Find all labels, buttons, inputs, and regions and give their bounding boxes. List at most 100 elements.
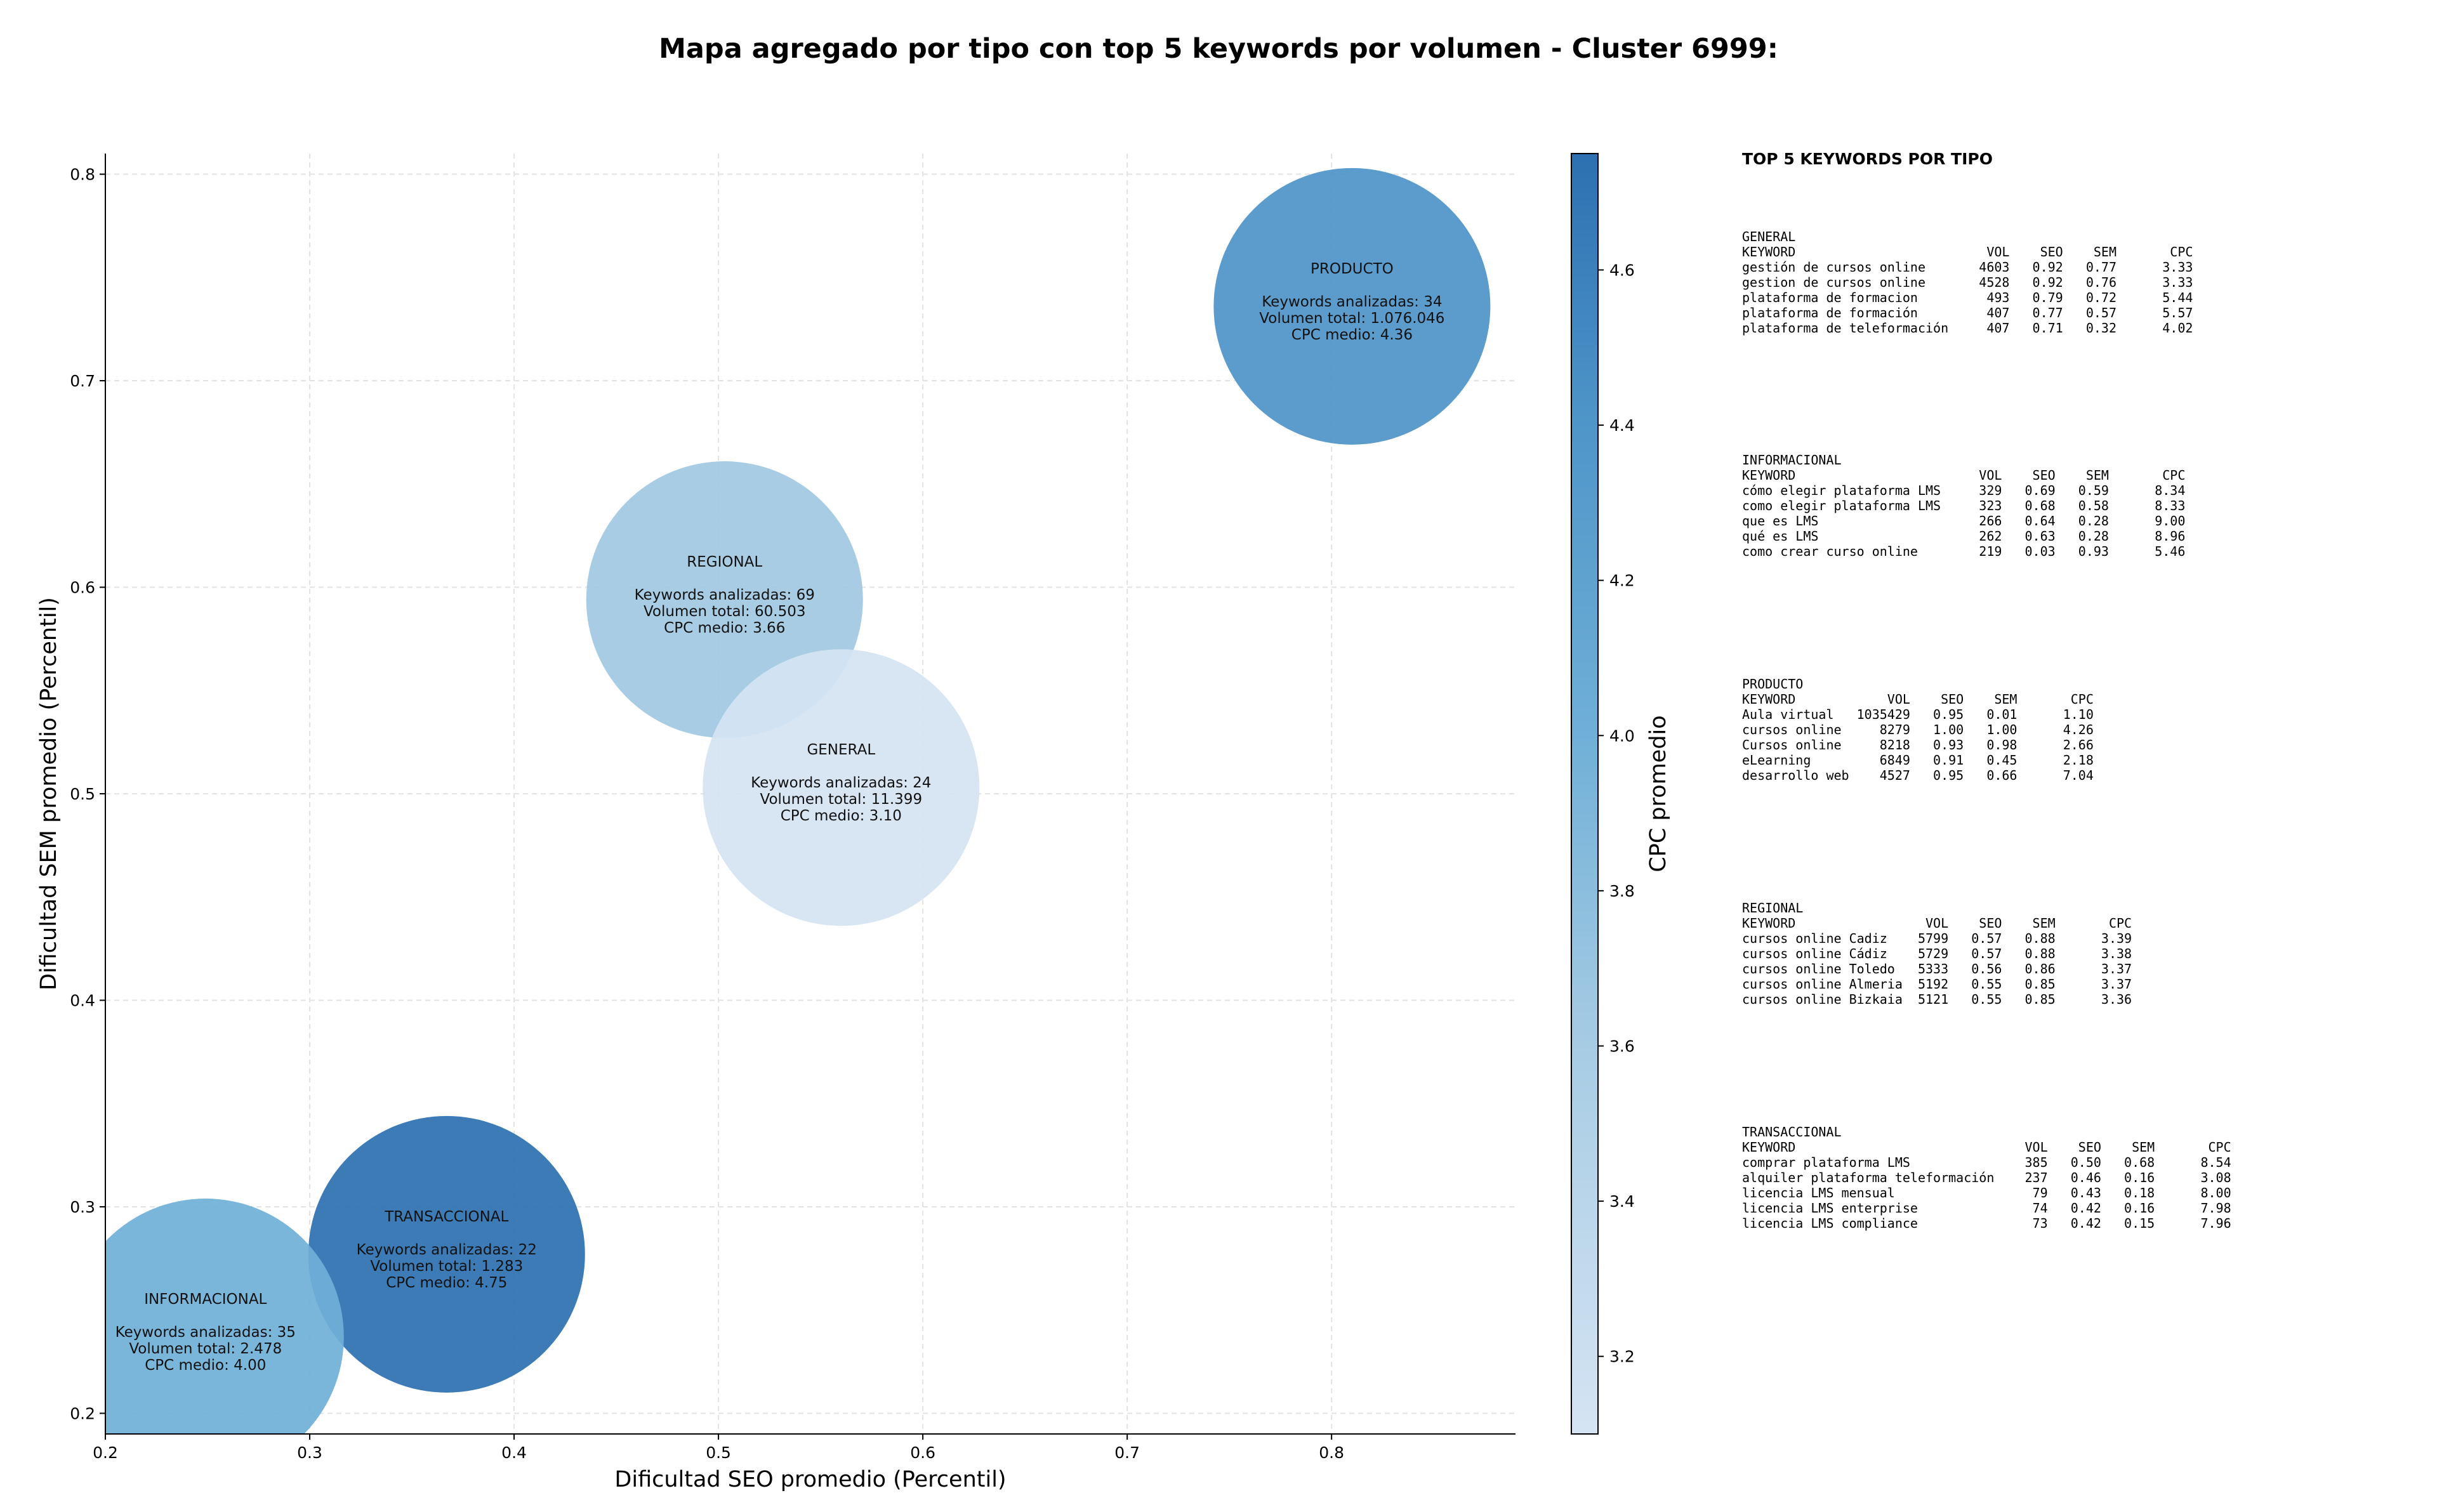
keyword-block-title: INFORMACIONAL (1742, 452, 1842, 468)
colorbar-tick-label: 4.2 (1609, 572, 1635, 590)
colorbar-tick-label: 4.6 (1609, 261, 1635, 279)
y-tick-label: 0.6 (70, 579, 95, 597)
keyword-row: Cursos online 8218 0.93 0.98 2.66 (1742, 737, 2094, 753)
x-tick-label: 0.5 (706, 1443, 731, 1462)
y-tick-label: 0.5 (70, 785, 95, 803)
bubble-stat-label: CPC medio: 4.36 (1291, 327, 1413, 343)
colorbar-tick-label: 3.4 (1609, 1192, 1635, 1211)
bubble-stat-label: Keywords analizadas: 24 (751, 775, 931, 791)
bubble-stat-label: Volumen total: 60.503 (644, 603, 806, 620)
y-tick-label: 0.7 (70, 372, 95, 390)
keyword-row: cursos online Toledo 5333 0.56 0.86 3.37 (1742, 961, 2132, 976)
keyword-block-title: GENERAL (1742, 229, 1796, 244)
y-axis-label: Dificultad SEM promedio (Percentil) (36, 597, 62, 990)
bubble-stat-label: Volumen total: 11.399 (760, 791, 923, 808)
x-tick-label: 0.6 (910, 1443, 935, 1462)
bubble-stat-label: CPC medio: 4.00 (145, 1357, 266, 1374)
y-tick-label: 0.2 (70, 1404, 95, 1423)
axes: 0.2 0.3 0.4 0.5 0.6 0.7 0.8 0.2 0.3 0.4 0.5 0.6 0.7 0… (36, 154, 1516, 1492)
keyword-block-informacional: INFORMACIONAL KEYWORD VOL SEO SEM CPC cómo… (1742, 452, 2185, 559)
colorbar-tick-label: 3.2 (1609, 1348, 1635, 1366)
bubble-stat-label: Keywords analizadas: 35 (116, 1324, 296, 1341)
bubble-stat-label: Keywords analizadas: 22 (357, 1242, 537, 1258)
y-tick-label: 0.3 (70, 1198, 95, 1216)
bubble-stat-label: CPC medio: 3.66 (664, 620, 785, 636)
y-tick-label: 0.4 (70, 991, 95, 1009)
bubble-stat-label: CPC medio: 4.75 (386, 1275, 507, 1291)
keyword-row: cursos online Cadiz 5799 0.57 0.88 3.39 (1742, 931, 2132, 946)
keyword-row: cursos online Almeria 5192 0.55 0.85 3.3… (1742, 976, 2132, 992)
keyword-table-header: KEYWORD VOL SEO SEM CPC (1742, 244, 2193, 260)
colorbar-tick-label: 3.8 (1609, 882, 1635, 900)
keyword-table-header: KEYWORD VOL SEO SEM CPC (1742, 1140, 2231, 1155)
keyword-block-transaccional: TRANSACCIONAL KEYWORD VOL SEO SEM CPC comp… (1742, 1124, 2231, 1231)
bubble-informacional: INFORMACIONAL Keywords analizadas: 35Volu… (105, 1199, 344, 1434)
bubble-type-label: TRANSACCIONAL (384, 1209, 508, 1225)
colorbar-tick-label: 4.4 (1609, 416, 1635, 435)
top5-keywords-panel: TOP 5 KEYWORDS POR TIPO GENERAL KEYWORD V… (1742, 150, 2377, 1231)
colorbar-tick-label: 4.0 (1609, 726, 1635, 745)
keyword-row: cursos online Cádiz 5729 0.57 0.88 3.38 (1742, 946, 2132, 961)
keyword-row: cómo elegir plataforma LMS 329 0.69 0.59… (1742, 483, 2186, 498)
top5-heading: TOP 5 KEYWORDS POR TIPO (1742, 150, 1993, 168)
keyword-row: cursos online 8279 1.00 1.00 4.26 (1742, 722, 2094, 737)
keyword-block-title: PRODUCTO (1742, 676, 1804, 692)
keyword-row: que es LMS 266 0.64 0.28 9.00 (1742, 513, 2186, 529)
bubble-stat-label: CPC medio: 3.10 (781, 808, 902, 824)
bubble-circle (105, 1199, 344, 1434)
chart-title: Mapa agregado por tipo con top 5 keyword… (659, 33, 1778, 65)
keyword-table-header: KEYWORD VOL SEO SEM CPC (1742, 692, 2094, 707)
x-tick-label: 0.3 (297, 1443, 322, 1462)
keyword-row: licencia LMS mensual 79 0.43 0.18 8.00 (1742, 1185, 2231, 1200)
bubble-stat-label: Volumen total: 1.076.046 (1259, 310, 1444, 327)
keyword-row: gestión de cursos online 4603 0.92 0.77 … (1742, 260, 2193, 275)
keyword-table-header: KEYWORD VOL SEO SEM CPC (1742, 916, 2132, 931)
keyword-row: plataforma de formacion 493 0.79 0.72 5.… (1742, 290, 2193, 305)
keyword-row: alquiler plataforma teleformación 237 0.… (1742, 1170, 2231, 1185)
keyword-row: desarrollo web 4527 0.95 0.66 7.04 (1742, 768, 2094, 783)
keyword-row: eLearning 6849 0.91 0.45 2.18 (1742, 753, 2094, 768)
bubble-circle (703, 649, 980, 926)
bubble-type-label: PRODUCTO (1311, 261, 1394, 277)
x-tick-label: 0.8 (1319, 1443, 1344, 1462)
keyword-row: cursos online Bizkaia 5121 0.55 0.85 3.3… (1742, 992, 2132, 1007)
keyword-row: plataforma de teleformación 407 0.71 0.3… (1742, 320, 2193, 336)
keyword-block-producto: PRODUCTO KEYWORD VOL SEO SEM CPC Aula virt… (1742, 676, 2094, 783)
x-tick-label: 0.4 (501, 1443, 527, 1462)
colorbar-gradient (1571, 153, 1599, 1435)
keyword-table-header: KEYWORD VOL SEO SEM CPC (1742, 468, 2186, 483)
keyword-row: comprar plataforma LMS 385 0.50 0.68 8.5… (1742, 1155, 2231, 1170)
bubble-stat-label: Volumen total: 1.283 (370, 1258, 523, 1275)
bubble-stat-label: Volumen total: 2.478 (129, 1341, 282, 1357)
bubble-transaccional: TRANSACCIONAL Keywords analizadas: 22Volu… (308, 1115, 585, 1393)
bubble-stat-label: Keywords analizadas: 34 (1262, 294, 1442, 310)
x-axis-label: Dificultad SEO promedio (Percentil) (614, 1467, 1006, 1492)
bubble-type-label: INFORMACIONAL (144, 1291, 267, 1308)
x-tick-label: 0.2 (93, 1443, 118, 1462)
keyword-row: licencia LMS compliance 73 0.42 0.15 7.9… (1742, 1216, 2231, 1231)
keyword-row: qué es LMS 262 0.63 0.28 8.96 (1742, 529, 2186, 544)
keyword-row: como elegir plataforma LMS 323 0.68 0.58… (1742, 498, 2186, 513)
keyword-block-title: REGIONAL (1742, 900, 1804, 916)
keyword-block-regional: REGIONAL KEYWORD VOL SEO SEM CPC cursos on… (1742, 900, 2132, 1007)
y-tick-label: 0.8 (70, 166, 95, 184)
colorbar-label: CPC promedio (1646, 715, 1671, 872)
keyword-row: plataforma de formación 407 0.77 0.57 5.… (1742, 305, 2193, 320)
keyword-row: como crear curso online 219 0.03 0.93 5.… (1742, 544, 2186, 559)
bubble-type-label: GENERAL (807, 742, 875, 758)
x-tick-label: 0.7 (1114, 1443, 1140, 1462)
keyword-block-general: GENERAL KEYWORD VOL SEO SEM CPC gestión de… (1742, 229, 2193, 336)
bubble-stat-label: Keywords analizadas: 69 (635, 587, 815, 603)
keyword-row: licencia LMS enterprise 74 0.42 0.16 7.9… (1742, 1200, 2231, 1216)
colorbar: 3.2 3.4 3.6 3.8 4.0 4.2 4.4 4.6 CPC promedio (1571, 153, 1671, 1435)
keyword-row: Aula virtual 1035429 0.95 0.01 1.10 (1742, 707, 2094, 722)
bubble-circle (1213, 168, 1491, 445)
keyword-block-title: TRANSACCIONAL (1742, 1124, 1842, 1140)
keyword-row: gestion de cursos online 4528 0.92 0.76 … (1742, 275, 2193, 290)
colorbar-tick-label: 3.6 (1609, 1037, 1635, 1055)
bubble-type-label: REGIONAL (687, 554, 762, 570)
